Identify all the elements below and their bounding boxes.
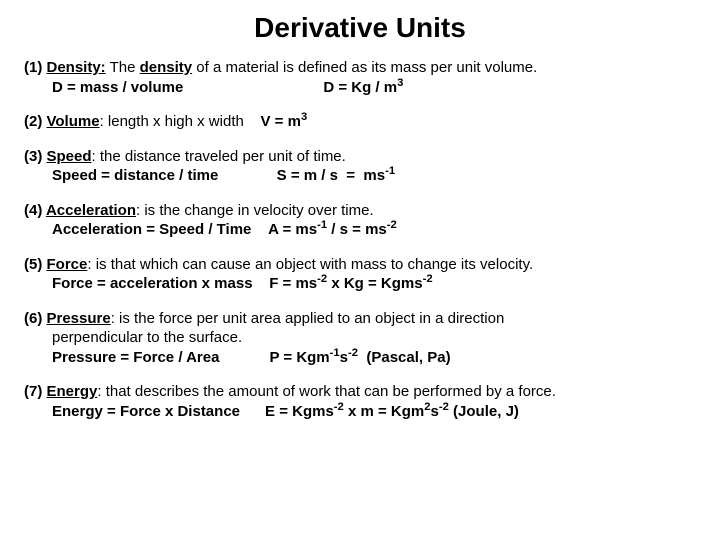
item-number: (5) — [24, 256, 47, 273]
definition-item: (2) Volume: length x high x width V = m3 — [24, 112, 696, 132]
item-description: : that describes the amount of work that… — [97, 383, 556, 400]
definition-item: (4) Acceleration: is the change in veloc… — [24, 201, 696, 240]
item-number: (3) — [24, 148, 47, 165]
item-term: Acceleration — [46, 202, 136, 219]
item-formula-line: Acceleration = Speed / Time A = ms-1 / s… — [24, 220, 397, 240]
item-term: Volume — [47, 113, 100, 130]
item-description: : is that which can cause an object with… — [87, 256, 533, 273]
item-description: : length x high x width V = m3 — [100, 113, 308, 130]
item-term: Energy — [47, 383, 98, 400]
item-number: (7) — [24, 383, 47, 400]
item-number: (6) — [24, 310, 47, 327]
definition-item: (6) Pressure: is the force per unit area… — [24, 309, 696, 368]
item-formula-line: Force = acceleration x mass F = ms-2 x K… — [24, 274, 433, 294]
definition-item: (5) Force: is that which can cause an ob… — [24, 255, 696, 294]
definition-item: (1) Density: The density of a material i… — [24, 58, 696, 97]
item-formula-line: Pressure = Force / Area P = Kgm-1s-2 (Pa… — [24, 348, 451, 368]
item-term: Density: — [47, 59, 106, 76]
item-number: (1) — [24, 59, 47, 76]
item-formula-line: Energy = Force x Distance E = Kgms-2 x m… — [24, 402, 519, 422]
item-formula-line: D = mass / volumeD = Kg / m3 — [24, 78, 403, 98]
item-description: : is the change in velocity over time. — [136, 202, 374, 219]
definition-item: (7) Energy: that describes the amount of… — [24, 382, 696, 421]
page-title: Derivative Units — [24, 12, 696, 44]
item-number: (4) — [24, 202, 46, 219]
item-number: (2) — [24, 113, 47, 130]
item-description: The density of a material is defined as … — [106, 59, 538, 76]
item-term: Speed — [47, 148, 92, 165]
item-description: : the distance traveled per unit of time… — [92, 148, 346, 165]
definitions-list: (1) Density: The density of a material i… — [24, 58, 696, 421]
item-formula-line: Speed = distance / time S = m / s = ms-1 — [24, 166, 395, 186]
definition-item: (3) Speed: the distance traveled per uni… — [24, 147, 696, 186]
item-term: Force — [47, 256, 88, 273]
item-term: Pressure — [47, 310, 111, 327]
